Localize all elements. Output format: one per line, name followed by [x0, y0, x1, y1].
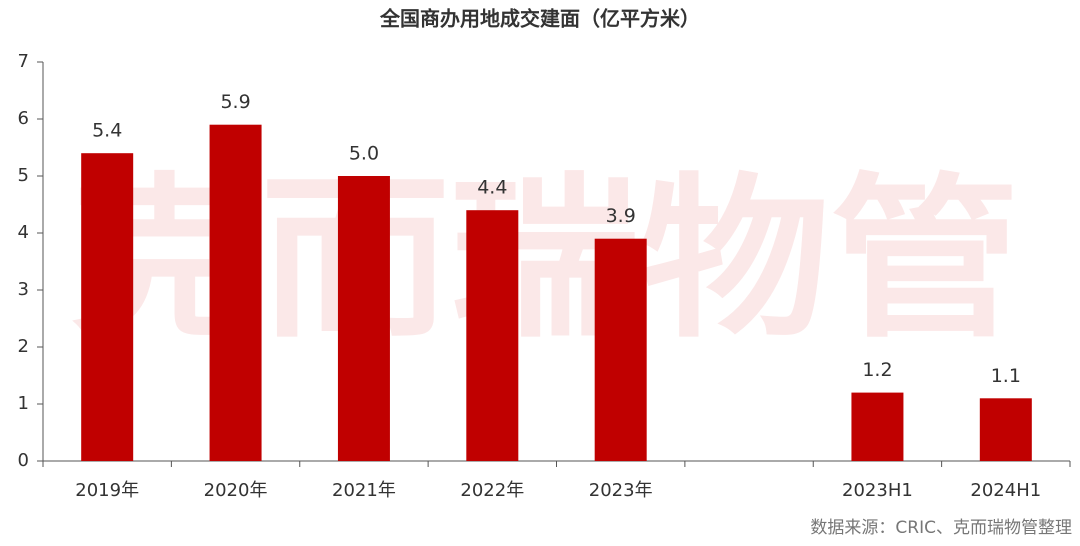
value-label: 5.9	[220, 91, 250, 113]
bar	[851, 392, 904, 461]
x-tick-label: 2024H1	[970, 480, 1041, 501]
y-tick-label: 4	[18, 222, 29, 243]
bar	[466, 210, 519, 461]
bar	[209, 124, 262, 461]
bar	[337, 176, 390, 461]
y-tick-label: 5	[18, 165, 29, 186]
x-tick-label: 2022年	[460, 480, 524, 501]
y-tick-label: 3	[18, 279, 29, 300]
x-tick-label: 2021年	[332, 480, 396, 501]
y-tick-label: 0	[18, 450, 29, 471]
value-label: 5.4	[92, 120, 122, 142]
x-tick-label: 2020年	[204, 480, 268, 501]
bar	[594, 238, 647, 461]
source-note: 数据来源：CRIC、克而瑞物管整理	[810, 518, 1072, 538]
value-label: 4.4	[477, 177, 507, 199]
y-tick-label: 6	[18, 108, 29, 129]
value-label: 5.0	[349, 143, 379, 165]
bar	[81, 153, 134, 461]
y-tick-label: 7	[18, 51, 29, 72]
value-label: 3.9	[606, 205, 636, 227]
chart-title: 全国商办用地成交建面（亿平方米）	[379, 7, 700, 31]
value-label: 1.2	[862, 359, 892, 381]
x-tick-label: 2023H1	[842, 480, 913, 501]
x-tick-label: 2019年	[75, 480, 139, 501]
bar	[979, 398, 1032, 461]
value-label: 1.1	[991, 365, 1021, 387]
x-tick-label: 2023年	[589, 480, 653, 501]
y-tick-label: 1	[18, 393, 29, 414]
y-tick-label: 2	[18, 336, 29, 357]
